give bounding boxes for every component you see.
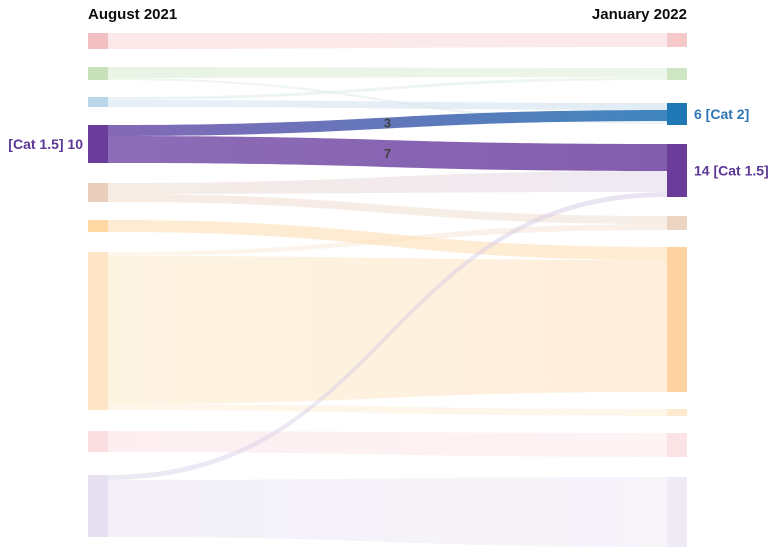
link-label-a_cat15-j_cat2: 3	[384, 116, 391, 131]
column-header-august-2021: August 2021	[88, 6, 178, 23]
sankey-node-a_blue[interactable]	[88, 97, 108, 107]
sankey-node-j_pink2[interactable]	[667, 433, 687, 457]
sankey-link-a_paleor-j_orange[interactable]	[108, 256, 667, 404]
sankey-link-a_pink-j_pink[interactable]	[108, 33, 667, 49]
column-header-january-2022: January 2022	[591, 6, 687, 23]
sankey-node-a_cat15[interactable]	[88, 125, 108, 163]
sankey-link-a_cat15-j_cat15[interactable]	[108, 136, 667, 171]
sankey-link-a_pink2-j_pink2[interactable]	[108, 431, 667, 457]
sankey-link-a_lavender-j_cat15[interactable]	[108, 192, 667, 480]
sankey-link-a_blue-j_cat2[interactable]	[108, 100, 667, 110]
sankey-link-a_blue-j_green[interactable]	[108, 77, 667, 100]
sankey-node-a_paleor[interactable]	[88, 252, 108, 410]
node-label-a_cat15: [Cat 1.5] 10	[8, 136, 83, 152]
sankey-node-j_cat2[interactable]	[667, 103, 687, 125]
sankey-node-j_cat15[interactable]	[667, 144, 687, 197]
node-label-j_cat15: 14 [Cat 1.5]	[694, 163, 769, 179]
sankey-node-j_green[interactable]	[667, 68, 687, 80]
sankey-node-a_orange[interactable]	[88, 220, 108, 232]
sankey-node-j_paleor[interactable]	[667, 409, 687, 416]
link-label-a_cat15-j_cat15: 7	[384, 146, 391, 161]
sankey-node-a_pink2[interactable]	[88, 431, 108, 452]
sankey-node-a_pink[interactable]	[88, 33, 108, 49]
sankey-node-a_green[interactable]	[88, 67, 108, 80]
sankey-node-j_pink[interactable]	[667, 33, 687, 47]
sankey-link-a_lavender-j_lavender[interactable]	[108, 477, 667, 547]
sankey-node-j_lavender[interactable]	[667, 477, 687, 547]
sankey-link-a_tan-j_tan[interactable]	[108, 194, 667, 224]
sankey-node-a_tan[interactable]	[88, 183, 108, 202]
sankey-link-a_orange-j_orange[interactable]	[108, 220, 667, 260]
sankey-node-j_tan[interactable]	[667, 216, 687, 230]
sankey-node-a_lavender[interactable]	[88, 475, 108, 537]
node-label-j_cat2: 6 [Cat 2]	[694, 106, 749, 122]
sankey-node-j_orange[interactable]	[667, 247, 687, 392]
sankey-link-a_green-j_green[interactable]	[108, 67, 667, 78]
sankey-link-a_tan-j_cat15[interactable]	[108, 171, 667, 194]
sankey-link-a_paleor-j_paleor[interactable]	[108, 404, 667, 416]
sankey-link-a_green-j_cat2[interactable]	[108, 78, 667, 124]
sankey-link-a_cat15-j_cat2[interactable]	[108, 110, 667, 136]
